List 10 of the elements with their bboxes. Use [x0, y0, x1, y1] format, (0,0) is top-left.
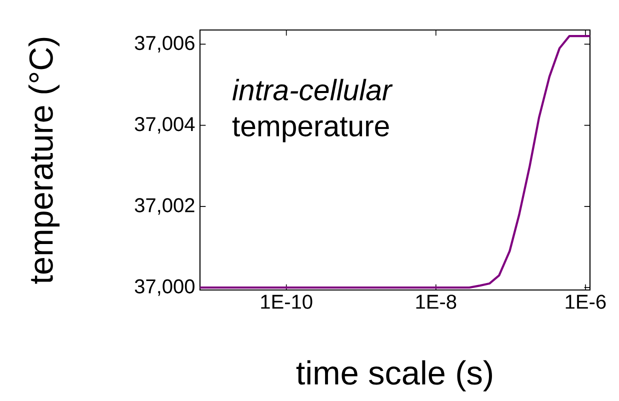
x-tick-label: 1E-6	[566, 294, 606, 309]
x-tick-label: 1E-10	[261, 294, 312, 309]
y-tick-label: 37,006	[134, 36, 194, 52]
y-tick-label: 37,002	[134, 198, 194, 215]
annotation: intra-cellular temperature	[232, 78, 393, 142]
x-axis-title: time scale (s)	[296, 360, 492, 392]
y-tick-label: 37,004	[134, 117, 195, 134]
x-tick-label: 1E-8	[416, 294, 456, 309]
y-tick-label: 37,000	[134, 279, 194, 296]
y-axis-title: temperature (°C)	[28, 38, 60, 284]
